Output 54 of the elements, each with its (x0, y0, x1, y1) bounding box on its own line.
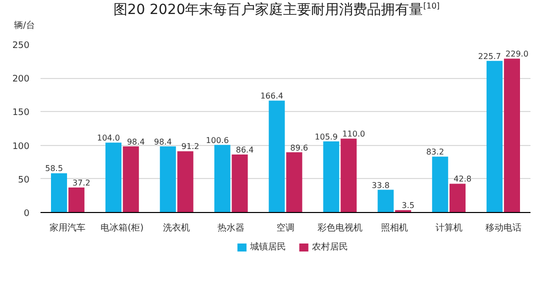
bar (177, 151, 194, 212)
bar (450, 184, 466, 212)
bar (68, 188, 84, 212)
data-label: 3.5 (402, 201, 414, 210)
x-tick-label: 彩色电视机 (317, 222, 362, 234)
bar (504, 58, 520, 212)
x-tick-label: 洗衣机 (163, 222, 190, 234)
bar (232, 154, 248, 212)
x-tick-label: 家用汽车 (50, 222, 86, 234)
data-label: 98.4 (126, 137, 145, 146)
bar (323, 141, 340, 212)
bar (160, 146, 176, 212)
data-label: 104.0 (97, 134, 120, 143)
chart-title: 图20 2020年末每百户家庭主要耐用消费品拥有量$^{[10]}$ (112, 0, 441, 20)
data-label: 105.9 (314, 132, 338, 142)
data-label: 100.6 (206, 136, 229, 145)
bar (340, 138, 357, 212)
x-tick-label: 照相机 (380, 222, 408, 234)
data-label: 91.2 (181, 142, 200, 152)
x-tick-label: 计算机 (435, 222, 462, 234)
bar (432, 156, 448, 212)
bar (105, 142, 122, 212)
data-label: 89.6 (290, 143, 308, 152)
legend-label: 城镇居民 (249, 242, 286, 252)
bar (268, 100, 285, 212)
data-label: 83.2 (426, 148, 444, 157)
y-tick-label: 100 (12, 142, 30, 152)
x-tick-label: 移动电话 (485, 222, 522, 234)
x-tick-label: 空调 (276, 222, 294, 234)
bar (286, 152, 302, 212)
y-tick-label: 250 (12, 41, 30, 51)
bar (486, 60, 503, 212)
data-label: 225.7 (478, 52, 502, 61)
x-tick-label: 热水器 (218, 222, 245, 234)
data-label: 166.4 (260, 92, 284, 101)
y-tick-label: 0 (24, 209, 30, 219)
y-tick-label: 50 (18, 175, 30, 186)
data-label: 37.2 (72, 178, 90, 188)
data-label: 98.4 (154, 137, 172, 146)
data-label: 58.5 (45, 164, 63, 174)
legend-label: 农村居民 (312, 242, 348, 252)
x-tick-label: 电冰箱(柜) (100, 222, 144, 234)
y-tick-label: 150 (12, 108, 30, 118)
data-label: 33.8 (372, 180, 390, 190)
data-label: 229.0 (506, 50, 528, 59)
bar (50, 173, 68, 212)
bar (214, 144, 230, 212)
data-label: 86.4 (236, 145, 254, 154)
bar (122, 146, 139, 212)
data-label: 42.8 (454, 174, 472, 184)
data-label: 110.0 (342, 130, 366, 139)
y-tick-label: 200 (12, 74, 30, 85)
y-axis-title: 辆/台 (13, 20, 36, 33)
bar (378, 190, 394, 212)
